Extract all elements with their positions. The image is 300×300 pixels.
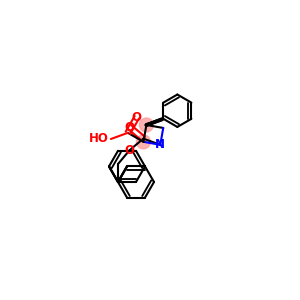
Circle shape [136, 135, 150, 149]
Text: N: N [155, 138, 165, 151]
Text: O: O [132, 111, 142, 124]
Text: O: O [124, 121, 135, 134]
Text: HO: HO [89, 133, 109, 146]
Text: O: O [124, 144, 135, 157]
Circle shape [140, 118, 153, 132]
